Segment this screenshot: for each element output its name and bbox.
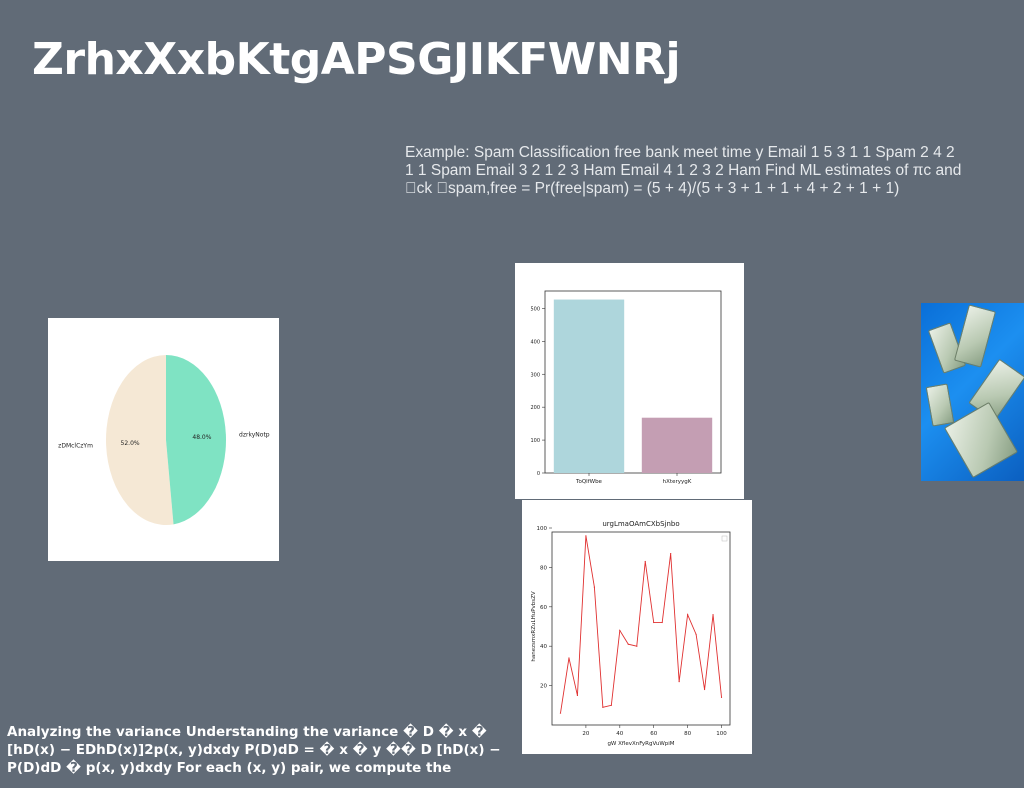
line-legend-box	[721, 535, 728, 542]
pie-label-1: zDMclCzYm	[58, 443, 93, 450]
line-point	[593, 586, 595, 588]
line-point	[585, 535, 587, 537]
pie-chart-card: zDMclCzYm 52.0% dzrkyNotp 48.0%	[48, 318, 279, 561]
line-point	[687, 614, 689, 616]
pie-chart: zDMclCzYm 52.0% dzrkyNotp 48.0%	[58, 355, 270, 525]
line-point	[703, 688, 706, 691]
line-point	[661, 621, 663, 624]
example-text: Example: Spam Classification free bank m…	[405, 144, 962, 197]
line-point	[559, 712, 562, 714]
line-point	[627, 643, 629, 645]
line-xtick-label: 20	[582, 731, 589, 737]
bar-ytick-label: 0	[537, 471, 540, 477]
page-title: ZrhxXxbKtgAPSGJIKFWNRj	[32, 34, 681, 85]
line-chart-title: urgLmaOAmCXbSjnbo	[602, 520, 679, 528]
money-photo	[921, 303, 1024, 481]
line-point	[644, 560, 646, 563]
line-point	[636, 645, 638, 647]
bill-5	[943, 401, 1019, 479]
line-ytick-label: 40	[540, 644, 547, 650]
line-point	[568, 657, 570, 659]
line-point	[653, 621, 655, 624]
bar-2	[641, 417, 713, 473]
line-point	[712, 614, 714, 616]
bar-xtick-label: hXteryygK	[663, 479, 692, 485]
line-point	[678, 681, 680, 683]
line-point	[619, 629, 621, 632]
bar-ytick-label: 300	[530, 372, 540, 378]
bar-1	[553, 299, 625, 473]
line-ytick-label: 60	[540, 605, 547, 611]
line-point	[602, 706, 604, 708]
bottom-text: Analyzing the variance Understanding the…	[7, 724, 501, 776]
line-chart-card: urgLmaOAmCXbSjnbo 20 40 60 80 100 20 40 60 80 100 g…	[522, 500, 752, 754]
line-ytick-label: 100	[537, 526, 548, 532]
line-point	[670, 553, 672, 555]
line-point	[576, 694, 579, 697]
line-series	[560, 535, 722, 714]
line-ytick-label: 20	[540, 684, 547, 690]
line-xtick-label: 100	[716, 731, 727, 737]
line-ylabel: hanezsmxRZuLHuPvbsZV	[531, 591, 537, 662]
bill-2	[953, 304, 997, 368]
line-point	[720, 696, 723, 699]
bar-ytick-label: 400	[530, 339, 540, 345]
pie-value-label-2: 48.0%	[192, 434, 211, 441]
line-xtick-label: 40	[616, 731, 623, 737]
bill-4	[925, 383, 955, 427]
pie-value-label-1: 52.0%	[121, 440, 140, 447]
line-ytick-label: 80	[540, 565, 547, 571]
line-point	[695, 633, 697, 635]
line-xtick-label: 60	[650, 731, 657, 737]
line-point	[610, 704, 612, 706]
bar-chart-card: 0 100 200 300 400 500 ToQlfWbe hXteryygK	[515, 263, 744, 499]
pie-slice-1	[105, 355, 174, 525]
line-chart: urgLmaOAmCXbSjnbo 20 40 60 80 100 20 40 60 80 100 g…	[531, 520, 731, 747]
line-plot-frame	[551, 531, 731, 726]
bar-xtick-label: ToQlfWbe	[575, 479, 603, 485]
line-xlabel: gW XflevXnFyRgVuWpiM	[607, 741, 674, 747]
pie-slice-2	[166, 355, 226, 525]
pie-label-2: dzrkyNotp	[239, 431, 270, 438]
bar-ytick-label: 200	[530, 405, 540, 411]
bar-chart: 0 100 200 300 400 500 ToQlfWbe hXteryygK	[530, 290, 722, 485]
bar-ytick-label: 100	[530, 438, 540, 444]
bar-ytick-label: 500	[530, 306, 540, 312]
line-xtick-label: 80	[684, 731, 691, 737]
bar-plot-frame	[544, 290, 722, 474]
